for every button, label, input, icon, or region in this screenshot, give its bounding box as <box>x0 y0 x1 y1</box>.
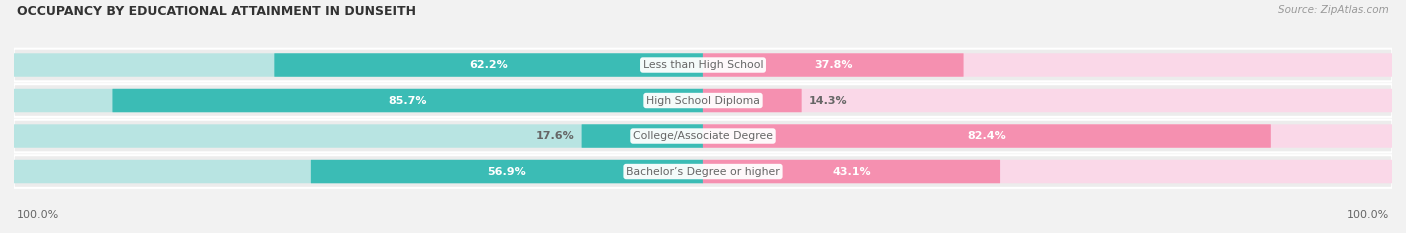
FancyBboxPatch shape <box>14 84 1392 117</box>
FancyBboxPatch shape <box>14 155 1392 188</box>
Text: 62.2%: 62.2% <box>470 60 508 70</box>
Text: 43.1%: 43.1% <box>832 167 870 177</box>
Text: Bachelor’s Degree or higher: Bachelor’s Degree or higher <box>626 167 780 177</box>
FancyBboxPatch shape <box>703 124 1392 148</box>
FancyBboxPatch shape <box>14 53 703 77</box>
FancyBboxPatch shape <box>112 89 703 112</box>
Text: 85.7%: 85.7% <box>388 96 427 106</box>
FancyBboxPatch shape <box>703 89 1392 112</box>
FancyBboxPatch shape <box>703 124 1271 148</box>
FancyBboxPatch shape <box>14 49 1392 81</box>
Text: Source: ZipAtlas.com: Source: ZipAtlas.com <box>1278 5 1389 15</box>
Text: 100.0%: 100.0% <box>1347 210 1389 220</box>
FancyBboxPatch shape <box>582 124 703 148</box>
Text: College/Associate Degree: College/Associate Degree <box>633 131 773 141</box>
FancyBboxPatch shape <box>703 53 1392 77</box>
FancyBboxPatch shape <box>703 160 1000 183</box>
Text: 56.9%: 56.9% <box>488 167 526 177</box>
Text: 17.6%: 17.6% <box>536 131 575 141</box>
FancyBboxPatch shape <box>703 53 963 77</box>
Text: Less than High School: Less than High School <box>643 60 763 70</box>
FancyBboxPatch shape <box>14 120 1392 152</box>
FancyBboxPatch shape <box>14 124 703 148</box>
Text: 14.3%: 14.3% <box>808 96 846 106</box>
Text: 82.4%: 82.4% <box>967 131 1007 141</box>
Text: 37.8%: 37.8% <box>814 60 852 70</box>
FancyBboxPatch shape <box>703 160 1392 183</box>
FancyBboxPatch shape <box>311 160 703 183</box>
FancyBboxPatch shape <box>14 160 703 183</box>
Text: High School Diploma: High School Diploma <box>647 96 759 106</box>
FancyBboxPatch shape <box>703 89 801 112</box>
Text: OCCUPANCY BY EDUCATIONAL ATTAINMENT IN DUNSEITH: OCCUPANCY BY EDUCATIONAL ATTAINMENT IN D… <box>17 5 416 18</box>
FancyBboxPatch shape <box>14 89 703 112</box>
FancyBboxPatch shape <box>274 53 703 77</box>
Text: 100.0%: 100.0% <box>17 210 59 220</box>
